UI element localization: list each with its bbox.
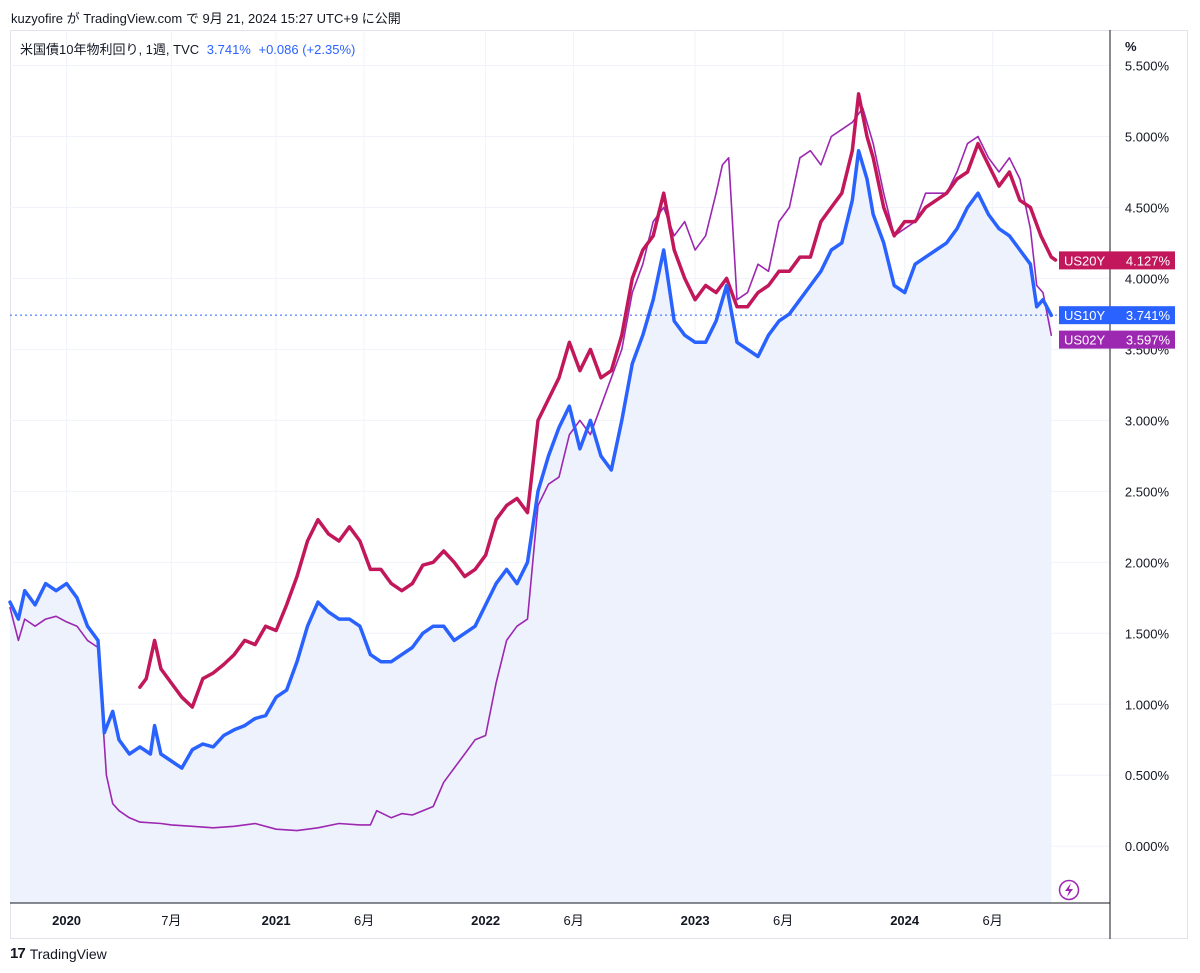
series-flag-us20y[interactable] [1059,251,1175,270]
x-tick-label: 7月 [161,913,181,928]
series-flag-name: US20Y [1064,253,1106,268]
x-tick-label: 6月 [983,913,1003,928]
x-tick-label: 2023 [681,913,710,928]
series-flag-value: 3.741% [1126,308,1171,323]
series-flag-name: US02Y [1064,333,1106,348]
series-flag-name: US10Y [1064,308,1106,323]
x-tick-label: 2021 [262,913,291,928]
x-tick-label: 6月 [773,913,793,928]
publish-caption: kuzyofire が TradingView.com で 9月 21, 202… [11,11,401,26]
us10y-area-fill [10,150,1052,903]
y-tick-label: 0.500% [1125,768,1170,783]
y-tick-label: 3.000% [1125,413,1170,428]
tradingview-logo-mark: 17 [10,945,26,962]
x-tick-label: 2024 [890,913,920,928]
chart-frame [10,30,1188,939]
series-line-us10y[interactable] [8,148,1054,770]
y-tick-label: 4.500% [1125,200,1170,215]
y-tick-label: 0.000% [1125,839,1170,854]
legend-change: +0.086 (+2.35%) [258,42,356,57]
price-scale-unit-button[interactable]: % [1125,39,1137,54]
lightning-icon-glyph [1065,883,1073,897]
y-tick-label: 2.500% [1125,484,1170,499]
series-line-us20y[interactable] [138,92,1058,709]
series-flag-us10y[interactable] [1059,306,1175,325]
y-tick-label: 5.000% [1125,129,1170,144]
lightning-icon[interactable] [1058,879,1080,901]
y-tick-label: 2.000% [1125,555,1170,570]
y-tick-label: 5.500% [1125,58,1170,73]
series-flag-value: 4.127% [1126,253,1171,268]
y-tick-label: 4.000% [1125,271,1170,286]
x-tick-label: 6月 [564,913,584,928]
tradingview-logo[interactable]: 17 TradingView [10,945,107,962]
x-tick-label: 6月 [354,913,374,928]
x-tick-label: 2020 [52,913,81,928]
y-tick-label: 1.500% [1125,626,1170,641]
y-tick-label: 1.000% [1125,697,1170,712]
series-flag-value: 3.597% [1126,333,1171,348]
series-flag-us02y[interactable] [1059,330,1175,349]
x-tick-label: 2022 [471,913,500,928]
series-line-us02y[interactable] [9,107,1053,832]
legend-last-value: 3.741% [206,42,251,57]
legend-title: 米国債10年物利回り, 1週, TVC [20,42,200,57]
tradingview-brand-text: TradingView [29,945,107,962]
series-legend[interactable]: 米国債10年物利回り, 1週, TVC 3.741% +0.086 (+2.35… [20,39,355,58]
